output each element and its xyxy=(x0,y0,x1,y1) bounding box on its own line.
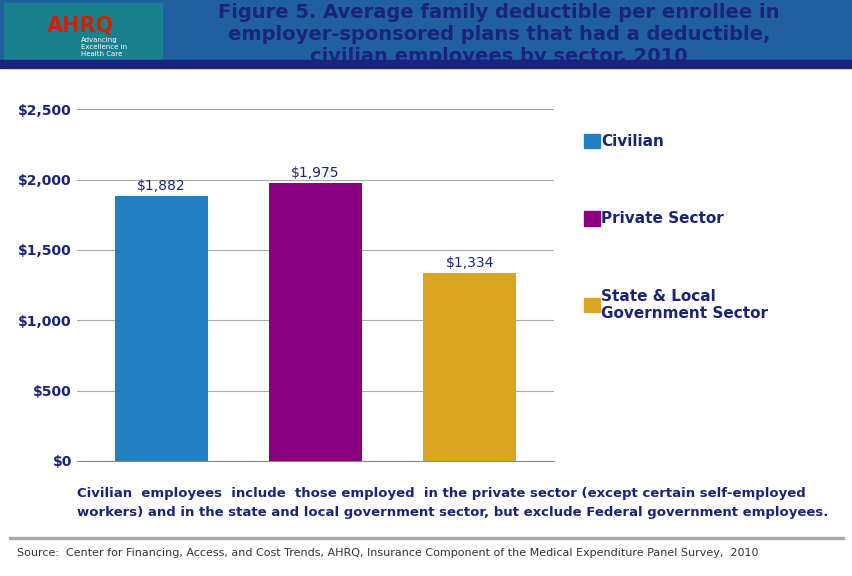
Bar xyxy=(269,183,361,461)
Text: $1,882: $1,882 xyxy=(137,179,186,193)
Text: $1,334: $1,334 xyxy=(445,256,493,270)
Bar xyxy=(423,274,515,461)
Bar xyxy=(115,196,208,461)
Text: Source:  Center for Financing, Access, and Cost Trends, AHRQ, Insurance Componen: Source: Center for Financing, Access, an… xyxy=(17,548,757,558)
Text: Civilian  employees  include  those employed  in the private sector (except cert: Civilian employees include those employe… xyxy=(77,487,804,500)
Text: State & Local
Government Sector: State & Local Government Sector xyxy=(601,289,768,321)
Text: Figure 5. Average family deductible per enrollee in
employer-sponsored plans tha: Figure 5. Average family deductible per … xyxy=(218,3,779,66)
Text: workers) and in the state and local government sector, but exclude Federal gover: workers) and in the state and local gove… xyxy=(77,506,827,519)
Text: Civilian: Civilian xyxy=(601,134,664,149)
Text: AHRQ: AHRQ xyxy=(47,16,114,36)
Text: Advancing
Excellence in
Health Care: Advancing Excellence in Health Care xyxy=(81,37,127,57)
Text: Private Sector: Private Sector xyxy=(601,211,723,226)
Text: $1,975: $1,975 xyxy=(291,166,339,180)
